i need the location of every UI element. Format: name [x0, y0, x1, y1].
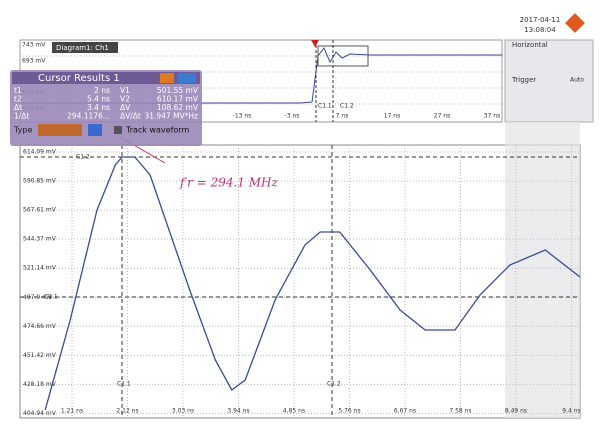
waveform — [44, 156, 581, 411]
cursor-label: C1.1 — [44, 294, 58, 301]
cursor-row-cell: 2 ns — [94, 86, 110, 95]
cursor-row-cell: ΔV — [120, 103, 131, 112]
cursor-row-cell: 610.17 mV — [157, 95, 199, 104]
type-button-active[interactable] — [88, 124, 102, 136]
x-tick-label: 9.4 ns — [562, 408, 580, 415]
cursor-row-cell: t2 — [14, 95, 22, 104]
y-tick-label: 474.66 mV — [23, 323, 57, 330]
plot-area — [19, 144, 581, 419]
cursor-row-cell: V1 — [120, 86, 130, 95]
logo — [565, 13, 585, 33]
cursor-row-cell: ΔV/Δt — [120, 112, 141, 121]
cursor-row-cell: 108.62 mV — [157, 103, 199, 112]
y-tick-label: 544.37 mV — [23, 236, 57, 243]
close-button[interactable] — [178, 73, 196, 83]
type-label: Type — [13, 126, 32, 135]
cursor-dialog-title: Cursor Results 1 — [38, 73, 120, 84]
overview-y-label: 693 mV — [22, 58, 46, 65]
overview-x-label: 17 ns — [384, 113, 400, 120]
minimize-button[interactable] — [160, 73, 174, 83]
cursor-label: C1.2 — [327, 381, 341, 388]
overview-y-label: 743 mV — [22, 42, 46, 49]
cursor-label: C1.1 — [117, 381, 131, 388]
cursor-row-cell: 3.4 ns — [87, 103, 110, 112]
overview-x-label: 7 ns — [336, 113, 349, 120]
side-shade — [505, 122, 580, 418]
sidebar-horizontal: Horizontal — [512, 41, 548, 49]
type-buttons[interactable] — [38, 124, 82, 136]
overview-x-label: -13 ns — [233, 113, 252, 120]
sidebar-trigger: Trigger — [511, 76, 536, 84]
x-tick-label: 3.94 ns — [227, 408, 249, 415]
overview-x-label: -3 ns — [285, 113, 300, 120]
x-tick-label: 3.03 ns — [172, 408, 194, 415]
track-label: Track waveform — [125, 126, 189, 135]
sidebar-auto: Auto — [570, 77, 584, 84]
x-tick-label: 2.12 ns — [116, 408, 138, 415]
overview-tab[interactable] — [52, 42, 118, 53]
x-tick-label: 6.67 ns — [394, 408, 416, 415]
cursor-row-cell: 294.1176... — [67, 112, 110, 121]
cursor-dialog-titlebar — [12, 72, 200, 84]
cursor-row-cell: Δt — [14, 103, 22, 112]
cursor-row-cell: 5.4 ns — [87, 95, 110, 104]
overview-title: Diagram1: Ch1 — [56, 44, 109, 52]
y-tick-label: 404.94 mV — [23, 410, 57, 417]
overview-x-label: 27 ns — [434, 113, 450, 120]
x-tick-label: 7.58 ns — [449, 408, 471, 415]
y-tick-label: 451.42 mV — [23, 352, 57, 359]
x-tick-label: 4.85 ns — [283, 408, 305, 415]
x-tick-label: 8.49 ns — [505, 408, 527, 415]
trigger-marker — [311, 40, 319, 47]
y-tick-label: 521.14 mV — [23, 265, 57, 272]
cursor-row-cell: V2 — [120, 95, 130, 104]
zoom-box — [317, 45, 369, 67]
overview-cursor-label: C1.1 — [318, 103, 332, 110]
cursor-row-cell: 31.947 MV*Hz — [144, 112, 198, 121]
y-tick-label: 590.85 mV — [23, 178, 57, 185]
cursor-row-cell: 1/Δt — [14, 112, 29, 121]
overview-cursor-label: C1.2 — [340, 103, 354, 110]
overview-x-label: 37 ns — [484, 113, 500, 120]
x-tick-label: 1.21 ns — [61, 408, 83, 415]
cursor-row-cell: t1 — [14, 86, 22, 95]
overview-waveform — [20, 47, 502, 104]
y-tick-label: 567.61 mV — [23, 207, 57, 214]
y-tick-label: 614.09 mV — [23, 149, 57, 156]
date: 2017-04-11 — [520, 16, 561, 24]
y-tick-label: 428.18 mV — [23, 381, 57, 388]
cursor-label: C1.2 — [76, 154, 90, 161]
overview-grid — [20, 55, 502, 105]
time: 13:08:04 — [524, 26, 556, 34]
annotation: f′r = 294.1 MHz — [179, 176, 279, 190]
track-checkbox[interactable] — [114, 126, 122, 134]
x-tick-label: 5.76 ns — [338, 408, 360, 415]
cursor-row-cell: 501.55 mV — [157, 86, 199, 95]
sidebar — [504, 39, 594, 123]
